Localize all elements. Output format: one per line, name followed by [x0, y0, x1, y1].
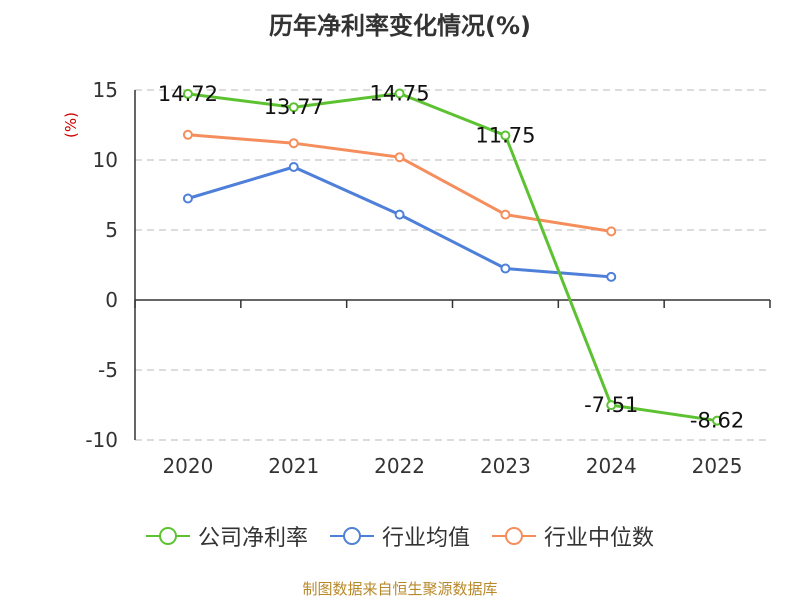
y-tick-label: 5	[105, 218, 118, 242]
y-tick-label: 10	[93, 148, 118, 172]
data-point	[182, 193, 193, 204]
data-point	[606, 271, 617, 282]
x-tick-label: 2025	[692, 454, 743, 478]
y-axis-label: (%)	[62, 112, 80, 138]
data-source: 制图数据来自恒生聚源数据库	[302, 580, 498, 598]
series-line-0	[187, 92, 718, 423]
x-tick-label: 2023	[480, 454, 531, 478]
y-tick-label: -10	[85, 428, 118, 452]
legend-item-industry-median[interactable]: 行业中位数	[492, 520, 654, 552]
data-label: 11.75	[475, 124, 535, 148]
data-point	[288, 138, 299, 149]
data-point	[606, 226, 617, 237]
legend-label-industry-mean: 行业均值	[381, 526, 470, 551]
legend-label-company: 公司净利率	[197, 526, 308, 551]
data-label: -7.51	[584, 393, 638, 417]
data-point	[712, 415, 723, 426]
legend-marker-industry-median	[492, 527, 536, 545]
legend-item-industry-mean[interactable]: 行业均值	[329, 520, 470, 552]
data-label: -8.62	[690, 409, 744, 433]
data-point	[500, 209, 511, 220]
y-tick-label: 0	[105, 288, 118, 312]
data-point	[182, 129, 193, 140]
chart-title: 历年净利率变化情况(%)	[269, 12, 531, 40]
data-point	[394, 209, 405, 220]
data-label: 14.75	[370, 82, 430, 106]
data-point	[182, 88, 193, 99]
y-tick-label: -5	[98, 358, 118, 382]
data-point	[288, 102, 299, 113]
x-tick-label: 2020	[162, 454, 213, 478]
legend-label-industry-median: 行业中位数	[544, 526, 655, 551]
data-label: 14.72	[158, 82, 218, 106]
data-point	[288, 162, 299, 172]
legend-marker-industry-mean	[329, 527, 374, 545]
data-point	[500, 130, 511, 141]
legend-item-company[interactable]: 公司净利率	[145, 520, 308, 552]
data-point	[606, 400, 617, 411]
legend-marker-company	[145, 527, 190, 545]
x-tick-label: 2024	[586, 454, 637, 478]
x-tick-label: 2022	[374, 454, 425, 478]
x-tick-label: 2021	[268, 454, 319, 478]
y-tick-label: 15	[93, 78, 118, 102]
data-point	[394, 88, 405, 99]
data-label: 13.77	[264, 95, 324, 119]
data-point	[394, 152, 405, 163]
data-point	[500, 263, 511, 274]
chart-legend: 公司净利率 行业均值 行业中位数	[0, 520, 800, 552]
